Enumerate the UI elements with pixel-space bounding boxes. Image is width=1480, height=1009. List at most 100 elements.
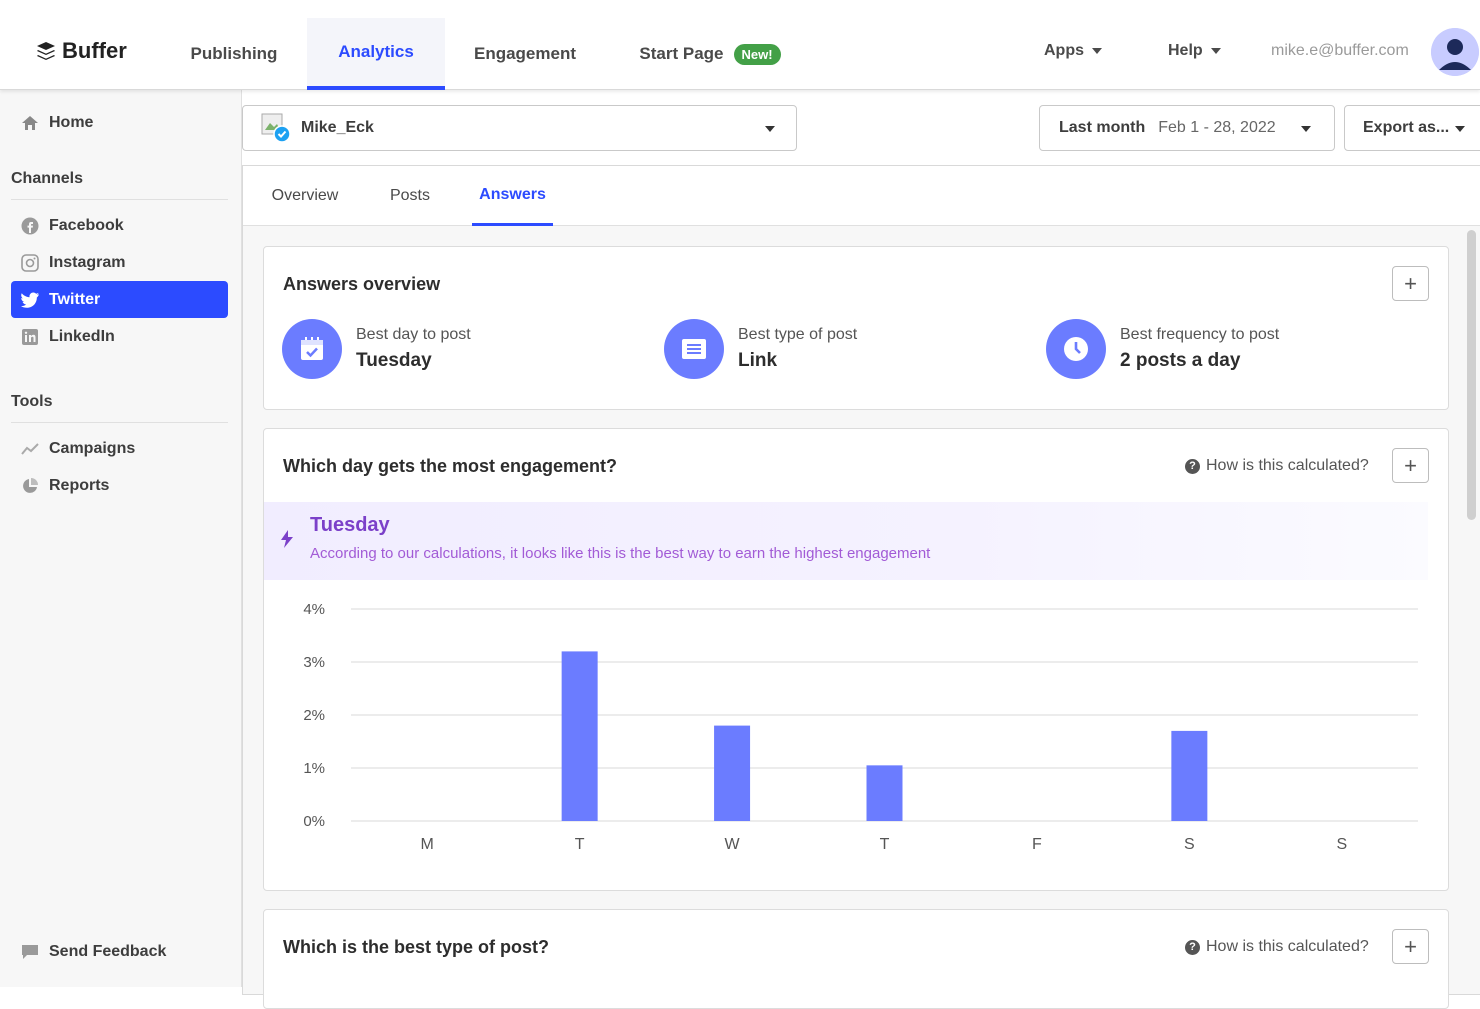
lightning-icon [281,530,293,548]
sidebar-item-label: Instagram [49,253,126,271]
engagement-bar-chart: 4% 3% 2% 1% 0% M T W T F S S [303,601,1418,853]
export-button[interactable]: Export as... [1344,105,1480,151]
caret-down-icon [765,126,775,132]
how-calculated-link[interactable]: ? How is this calculated? [1185,457,1369,475]
export-label: Export as... [1363,119,1450,136]
buffer-logo[interactable]: Buffer [36,38,127,64]
tools-heading: Tools [11,393,228,423]
linkedin-icon [21,328,39,346]
best-day-highlight: Tuesday According to our calculations, i… [264,502,1428,580]
sidebar-item-twitter[interactable]: Twitter [11,281,228,318]
stat-best-day: Best day to post Tuesday [282,319,471,379]
stat-label: Best day to post [356,326,471,343]
add-button[interactable]: + [1392,448,1429,483]
subtabs: Overview Posts Answers [243,166,1480,226]
how-calculated-label: How is this calculated? [1206,938,1369,955]
x-tick-label: S [1336,836,1347,853]
user-avatar-icon [1431,28,1479,76]
how-calculated-link[interactable]: ? How is this calculated? [1185,938,1369,956]
add-button[interactable]: + [1392,266,1429,301]
tab-label: Answers [479,185,546,203]
sidebar-item-label: Send Feedback [49,942,167,960]
sidebar-item-instagram[interactable]: Instagram [11,244,228,281]
question-icon: ? [1185,939,1200,955]
chart-bar[interactable] [1171,730,1208,821]
highlight-title: Tuesday [310,514,390,536]
new-badge: New! [733,43,781,65]
tab-label: Posts [389,187,430,204]
help-menu[interactable]: Help [1168,42,1221,60]
send-feedback-button[interactable]: Send Feedback [11,933,228,970]
date-range-select[interactable]: Last month Feb 1 - 28, 2022 [1039,105,1335,151]
add-button[interactable]: + [1392,929,1429,964]
channels-heading: Channels [11,170,228,200]
engagement-card: Which day gets the most engagement? ? Ho… [263,428,1449,891]
tab-posts[interactable]: Posts [373,166,447,226]
caret-down-icon [1455,126,1465,132]
home-icon [21,114,39,132]
buffer-logo-icon [37,42,55,60]
sidebar-item-facebook[interactable]: Facebook [11,207,228,244]
y-tick-label: 1% [303,760,325,777]
caret-down-icon [1301,126,1311,132]
plus-icon: + [1404,452,1417,478]
date-range-label: Last month [1059,119,1146,136]
nav-tab-engagement[interactable]: Engagement [460,18,590,90]
y-tick-label: 2% [303,707,325,724]
clock-icon [1046,319,1106,379]
nav-tab-publishing[interactable]: Publishing [176,18,292,90]
twitter-avatar-icon [261,113,291,143]
sidebar-item-reports[interactable]: Reports [11,467,228,504]
document-icon [664,319,724,379]
account-select[interactable]: Mike_Eck [242,105,797,151]
buffer-logo-text: Buffer [62,38,127,63]
sidebar-item-label: Facebook [49,216,124,234]
x-tick-label: F [1032,836,1042,853]
user-email: mike.e@buffer.com [1271,42,1409,59]
stat-best-type: Best type of post Link [664,319,857,379]
sidebar-item-label: Campaigns [49,439,136,457]
x-tick-label: T [880,836,890,853]
avatar[interactable] [1431,28,1479,76]
answers-overview-card: Answers overview + Best day to post Tues… [263,246,1449,410]
how-calculated-label: How is this calculated? [1206,457,1369,474]
chart-bar[interactable] [714,725,751,821]
facebook-icon [21,217,39,235]
x-tick-label: T [575,836,585,853]
sidebar-item-campaigns[interactable]: Campaigns [11,430,228,467]
stat-value: Link [738,350,778,371]
chat-icon [21,943,39,961]
apps-menu[interactable]: Apps [1044,42,1102,60]
nav-tab-start-page[interactable]: Start Page New! [625,18,795,90]
instagram-icon [21,253,39,272]
plus-icon: + [1404,270,1417,296]
analytics-panel: Overview Posts Answers Answers overview … [242,165,1480,1009]
chart-bar[interactable] [561,651,598,821]
twitter-icon [21,291,39,309]
trend-icon [21,440,39,458]
tab-overview[interactable]: Overview [257,166,353,226]
nav-tab-label: Publishing [190,44,278,63]
chart-bar[interactable] [866,765,903,821]
answers-overview-title: Answers overview [283,274,441,294]
account-name: Mike_Eck [301,119,374,136]
question-icon: ? [1185,458,1200,474]
sidebar: Home Channels Facebook Instagram Twitter… [0,90,242,987]
post-type-card-title: Which is the best type of post? [283,937,550,957]
scrollbar[interactable] [1467,230,1476,520]
y-tick-label: 4% [303,601,325,618]
sidebar-item-label: Twitter [49,290,101,308]
sidebar-item-label: Home [49,113,94,131]
engagement-card-title: Which day gets the most engagement? [283,456,618,476]
nav-tab-analytics[interactable]: Analytics [307,18,445,90]
x-tick-label: S [1184,836,1195,853]
highlight-subtitle: According to our calculations, it looks … [310,545,931,562]
x-tick-label: M [421,836,434,853]
sidebar-item-home[interactable]: Home [11,104,228,141]
tab-answers[interactable]: Answers [472,166,553,226]
y-tick-label: 0% [303,813,325,830]
sidebar-item-linkedin[interactable]: LinkedIn [11,318,228,355]
stat-label: Best type of post [738,326,858,343]
stat-label: Best frequency to post [1120,326,1280,343]
tab-label: Overview [271,187,339,204]
